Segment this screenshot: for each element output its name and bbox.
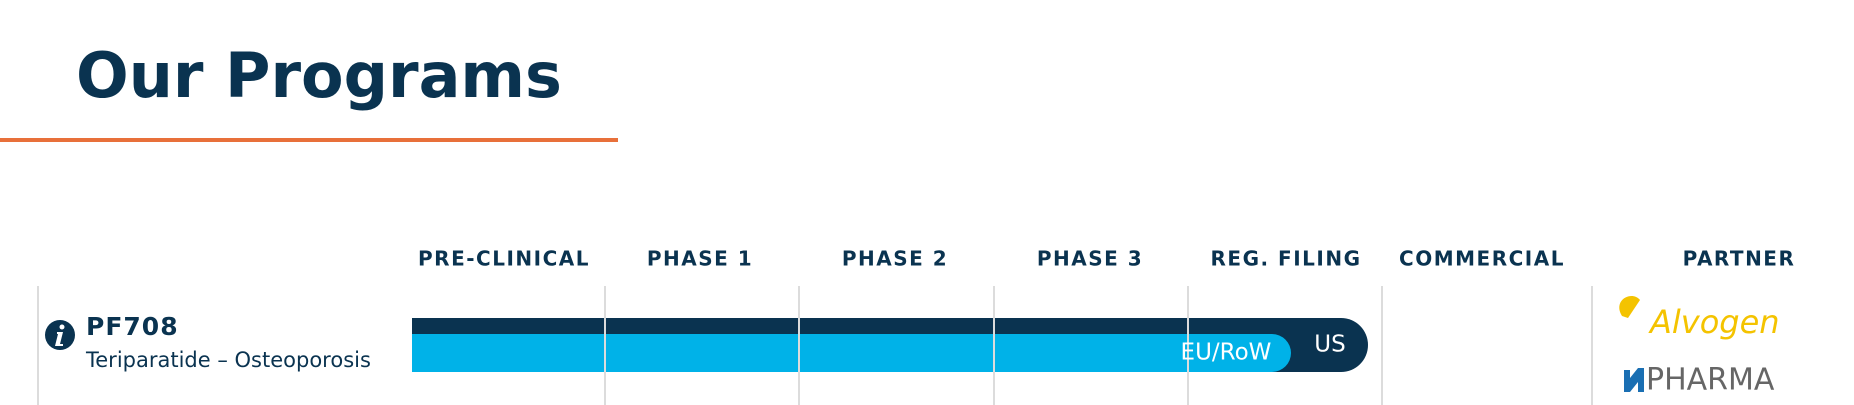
partner-name: PHARMA <box>1646 363 1775 398</box>
column-header: PARTNER <box>1683 247 1796 271</box>
alvogen-logo: Alvogen <box>1619 295 1780 341</box>
column-header: PHASE 1 <box>647 247 753 271</box>
column-header: PRE-CLINICAL <box>418 247 590 271</box>
info-icon[interactable] <box>45 320 75 350</box>
bar-label: US <box>1314 332 1345 358</box>
column-header: COMMERCIAL <box>1399 247 1565 271</box>
column-header: PHASE 2 <box>842 247 948 271</box>
program-indication: Teriparatide – Osteoporosis <box>85 348 371 372</box>
program-name: PF708 <box>86 312 179 341</box>
bar-label: EU/RoW <box>1181 340 1272 366</box>
column-header: PHASE 3 <box>1037 247 1143 271</box>
partner-name: Alvogen <box>1648 303 1780 341</box>
pharma-logo: PHARMA <box>1624 363 1775 398</box>
title-underline <box>0 138 618 142</box>
page-title: Our Programs <box>76 39 562 112</box>
column-header: REG. FILING <box>1211 247 1362 271</box>
progress-bar-eu <box>412 334 1291 372</box>
